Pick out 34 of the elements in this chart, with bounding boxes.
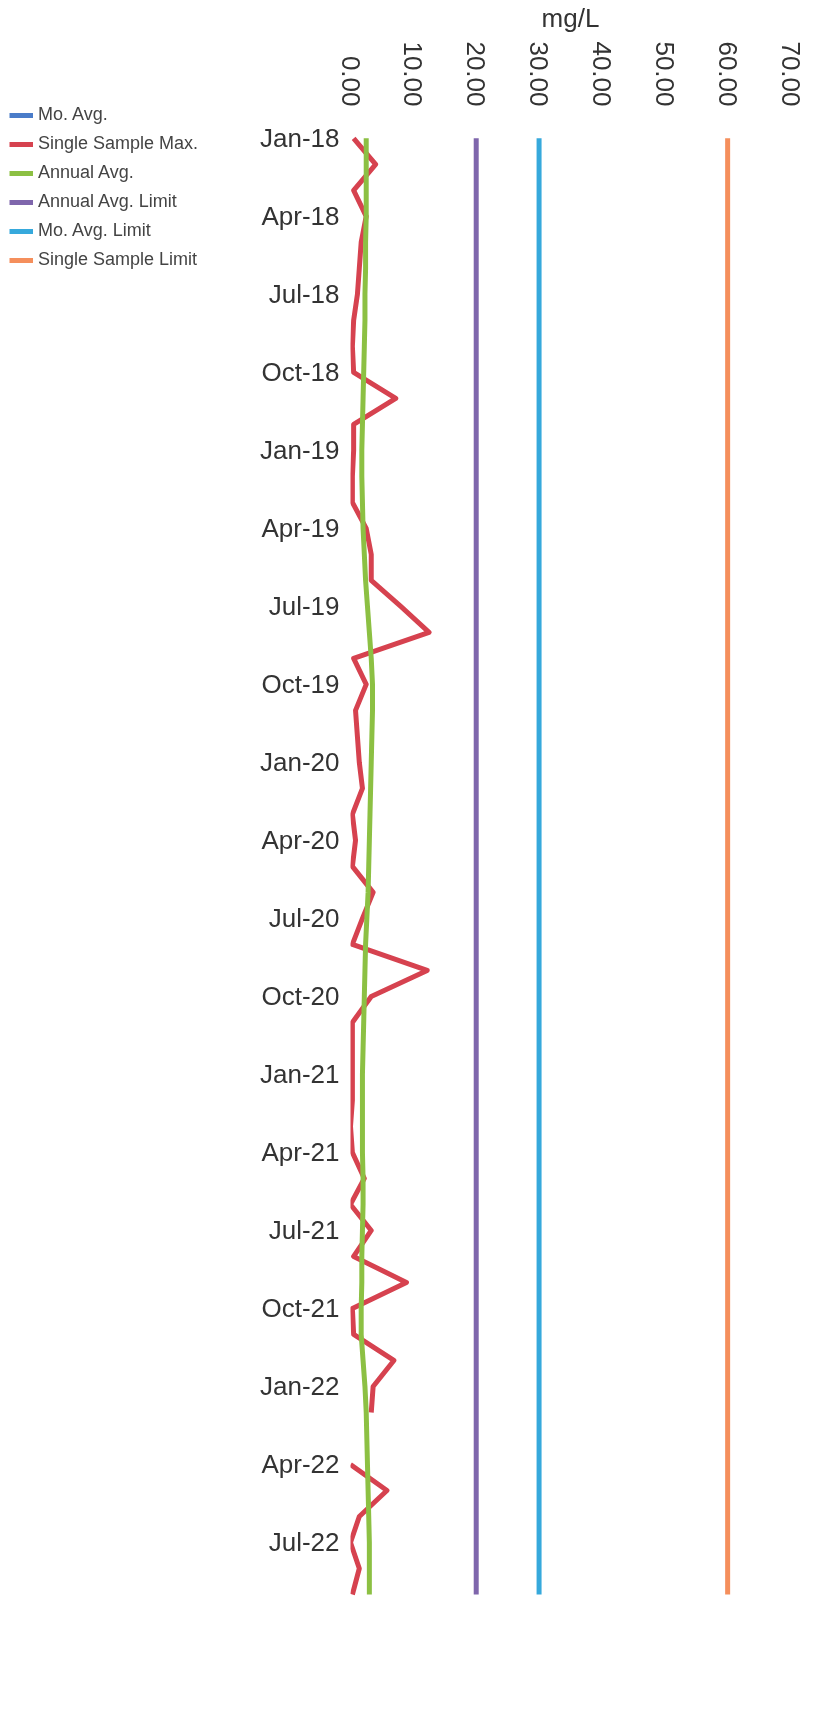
y-tick-label: Jan-19 <box>260 435 340 466</box>
x-axis-title: mg/L <box>541 3 600 34</box>
legend-label: Mo. Avg. <box>38 104 108 125</box>
y-tick-label: Apr-21 <box>261 1137 340 1168</box>
y-tick-label: Jan-22 <box>260 1371 340 1402</box>
y-tick-label: Oct-18 <box>261 357 340 388</box>
y-tick-label: Jan-18 <box>260 123 340 154</box>
y-tick-label: Apr-19 <box>261 513 340 544</box>
y-tick-label: Oct-21 <box>261 1293 340 1324</box>
x-tick-label: 40.00 <box>586 41 617 107</box>
legend-label: Mo. Avg. Limit <box>38 220 151 241</box>
x-tick-label: 0.00 <box>335 55 366 107</box>
x-tick-label: 30.00 <box>524 41 555 107</box>
y-tick-label: Apr-18 <box>261 201 340 232</box>
x-tick-label: 10.00 <box>398 41 429 107</box>
y-tick-label: Jul-18 <box>268 279 340 310</box>
x-tick-label: 50.00 <box>649 41 680 107</box>
x-tick-label: 70.00 <box>775 41 806 107</box>
y-tick-label: Apr-22 <box>261 1449 340 1480</box>
y-tick-label: Oct-19 <box>261 669 340 700</box>
y-tick-label: Jul-22 <box>268 1527 340 1558</box>
y-tick-label: Jan-20 <box>260 747 340 778</box>
legend-label: Annual Avg. Limit <box>38 191 177 212</box>
y-tick-label: Apr-20 <box>261 825 340 856</box>
y-tick-label: Jan-21 <box>260 1059 340 1090</box>
legend-label: Single Sample Limit <box>38 249 198 270</box>
y-tick-label: Jul-21 <box>268 1215 340 1246</box>
legend-label: Annual Avg. <box>38 162 134 183</box>
x-tick-label: 60.00 <box>712 41 743 107</box>
x-tick-label: 20.00 <box>461 41 492 107</box>
legend-label: Single Sample Max. <box>38 133 199 154</box>
y-tick-label: Jul-20 <box>268 903 340 934</box>
y-tick-label: Jul-19 <box>268 591 340 622</box>
y-tick-label: Oct-20 <box>261 981 340 1012</box>
